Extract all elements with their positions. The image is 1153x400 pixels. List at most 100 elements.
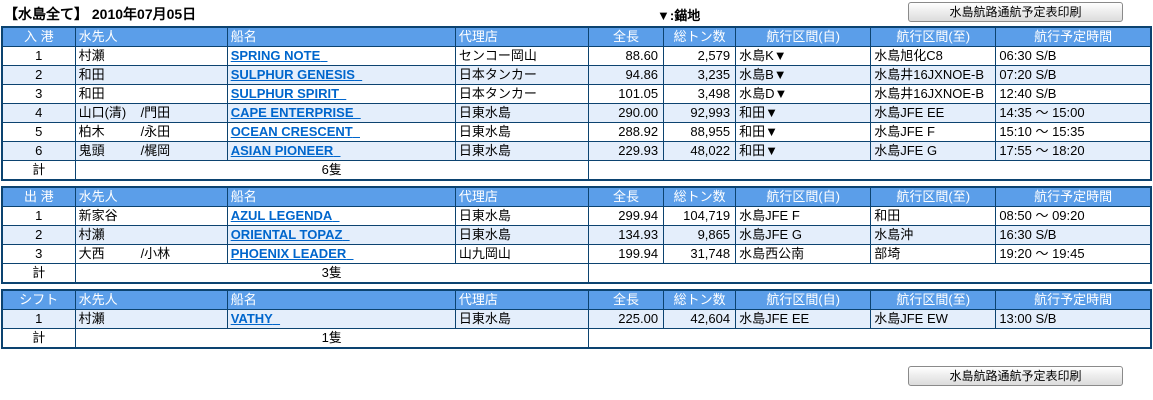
length-cell: 134.93 — [587, 225, 665, 245]
total-label-cell: 計 — [1, 263, 76, 284]
time-cell: 13:00 S/B — [995, 309, 1152, 329]
pilot-cell: 鬼頭/梶岡 — [74, 141, 228, 161]
pilot-name-primary: 大西 — [78, 246, 105, 261]
to-cell: 水島旭化C8 — [870, 46, 997, 66]
column-header: 総トン数 — [663, 289, 737, 310]
pilot-cell: 和田 — [74, 65, 228, 85]
to-cell: 水島沖 — [870, 225, 997, 245]
to-cell: 和田 — [870, 206, 997, 226]
total-count-cell: 3隻 — [74, 263, 589, 284]
total-label-cell: 計 — [1, 328, 76, 349]
tonnage-cell: 42,604 — [663, 309, 737, 329]
ship-link[interactable]: SPRING NOTE — [230, 48, 321, 63]
agent-cell: 日本タンカー — [454, 84, 589, 104]
agent-cell: 山九岡山 — [454, 244, 589, 264]
time-cell: 12:40 S/B — [995, 84, 1152, 104]
ship-link[interactable]: SULPHUR GENESIS — [230, 67, 355, 82]
no-cell: 6 — [1, 141, 76, 161]
from-cell: 水島西公南 — [735, 244, 872, 264]
no-cell: 3 — [1, 84, 76, 104]
total-count-cell: 1隻 — [74, 328, 589, 349]
column-header: 全長 — [587, 26, 665, 47]
column-header: 水先人 — [74, 289, 228, 310]
ship-cell: SPRING NOTE — [226, 46, 456, 66]
tonnage-cell: 3,235 — [663, 65, 737, 85]
total-empty-cell — [587, 328, 1152, 349]
pilot-name-primary: 村瀬 — [78, 311, 105, 326]
total-row: 計 3隻 — [1, 263, 1152, 284]
to-cell: 部埼 — [870, 244, 997, 264]
to-cell: 水島JFE EE — [870, 103, 997, 123]
length-cell: 288.92 — [587, 122, 665, 142]
ship-cell: OCEAN CRESCENT — [226, 122, 456, 142]
no-cell: 2 — [1, 225, 76, 245]
time-cell: 17:55 ～ 18:20 — [995, 141, 1152, 161]
shift-header-row: シフト 水先人 船名 代理店 全長 総トン数 航行区間(自) 航行区間(至) 航行予定時間 — [1, 289, 1152, 310]
ship-cell: SULPHUR SPIRIT — [226, 84, 456, 104]
tonnage-cell: 31,748 — [663, 244, 737, 264]
ship-cell: VATHY — [226, 309, 456, 329]
total-empty-cell — [587, 160, 1152, 181]
arrival-table: 入 港水先人 船名 代理店 全長 総トン数 航行区間(自) 航行区間(至) 航行予定時間 1 村瀬… — [1, 26, 1152, 181]
ship-link[interactable]: OCEAN CRESCENT — [230, 124, 353, 139]
agent-cell: 日東水島 — [454, 122, 589, 142]
ship-link[interactable]: VATHY — [230, 311, 273, 326]
column-header: 航行区間(至) — [870, 26, 997, 47]
table-row: 6 鬼頭/梶岡 ASIAN PIONEER 日東水島 229.93 48,022 和田▼ 水島… — [1, 141, 1152, 161]
time-cell: 15:10 ～ 15:35 — [995, 122, 1152, 142]
tonnage-cell: 92,993 — [663, 103, 737, 123]
ship-cell: ASIAN PIONEER — [226, 141, 456, 161]
from-cell: 水島JFE G — [735, 225, 872, 245]
pilot-name-secondary: /門田 — [140, 105, 171, 120]
section-type-header: 出 港 — [1, 186, 76, 207]
schedule-tables: 入 港水先人 船名 代理店 全長 総トン数 航行区間(自) 航行区間(至) 航行予定時間 1 村瀬… — [0, 26, 1153, 349]
time-cell: 08:50 ～ 09:20 — [995, 206, 1152, 226]
pilot-name-primary: 和田 — [78, 67, 105, 82]
column-header: 船名 — [226, 26, 456, 47]
total-row: 計 6隻 — [1, 160, 1152, 181]
column-header: 代理店 — [454, 26, 589, 47]
column-header: 航行予定時間 — [995, 186, 1152, 207]
agent-cell: 日東水島 — [454, 206, 589, 226]
pilot-name-primary: 柏木 — [78, 124, 105, 139]
column-header: 水先人 — [74, 186, 228, 207]
no-cell: 1 — [1, 309, 76, 329]
ship-link[interactable]: AZUL LEGENDA — [230, 208, 333, 223]
column-header: 船名 — [226, 186, 456, 207]
time-cell: 07:20 S/B — [995, 65, 1152, 85]
pilot-name-primary: 和田 — [78, 86, 105, 101]
section-type-header: 入 港 — [1, 26, 76, 47]
ship-link[interactable]: PHOENIX LEADER — [230, 246, 347, 261]
length-cell: 199.94 — [587, 244, 665, 264]
tonnage-cell: 9,865 — [663, 225, 737, 245]
anchorage-legend: ▼:錨地 — [657, 8, 701, 23]
table-row: 1 村瀬 SPRING NOTE センコー岡山 88.60 2,579 水島K▼ 水島旭化C8… — [1, 46, 1152, 66]
print-schedule-button-bottom[interactable]: 水島航路通航予定表印刷 — [908, 366, 1123, 386]
ship-link[interactable]: CAPE ENTERPRISE — [230, 105, 354, 120]
ship-link[interactable]: ASIAN PIONEER — [230, 143, 334, 158]
tonnage-cell: 2,579 — [663, 46, 737, 66]
time-cell: 16:30 S/B — [995, 225, 1152, 245]
pilot-name-primary: 鬼頭 — [78, 143, 105, 158]
column-header: 船名 — [226, 289, 456, 310]
ship-cell: PHOENIX LEADER — [226, 244, 456, 264]
print-schedule-button-top[interactable]: 水島航路通航予定表印刷 — [908, 2, 1123, 22]
tonnage-cell: 88,955 — [663, 122, 737, 142]
pilot-name-secondary: /梶岡 — [140, 143, 171, 158]
no-cell: 1 — [1, 46, 76, 66]
to-cell: 水島JFE EW — [870, 309, 997, 329]
pilot-cell: 新家谷 — [74, 206, 228, 226]
column-header: 全長 — [587, 186, 665, 207]
agent-cell: 日東水島 — [454, 103, 589, 123]
agent-cell: 日東水島 — [454, 309, 589, 329]
table-row: 3 大西/小林 PHOENIX LEADER 山九岡山 199.94 31,748 水島西公… — [1, 244, 1152, 264]
pilot-cell: 和田 — [74, 84, 228, 104]
length-cell: 229.93 — [587, 141, 665, 161]
top-bar: 【水島全て】 2010年07月05日 ▼:錨地 水島航路通航予定表印刷 — [0, 0, 1153, 26]
ship-link[interactable]: SULPHUR SPIRIT — [230, 86, 340, 101]
table-row: 4 山口(清) /門田 CAPE ENTERPRISE 日東水島 290.00 92,993… — [1, 103, 1152, 123]
to-cell: 水島井16JXNOE-B — [870, 65, 997, 85]
ship-link[interactable]: ORIENTAL TOPAZ — [230, 227, 343, 242]
column-header: 航行区間(自) — [735, 186, 872, 207]
